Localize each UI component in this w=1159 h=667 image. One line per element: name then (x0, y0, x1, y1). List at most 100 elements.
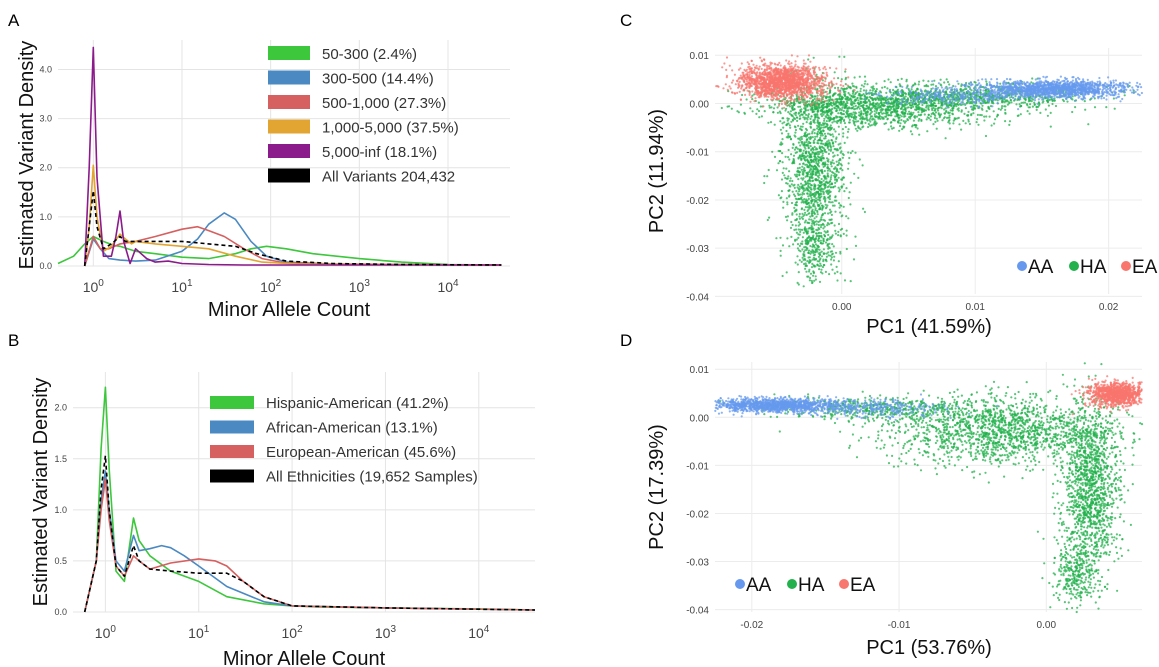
scatter-point-ha (801, 125, 804, 128)
scatter-point-aa (1099, 95, 1102, 98)
scatter-point-ha (786, 201, 789, 204)
legend-swatch (210, 445, 254, 458)
scatter-point-ha (931, 103, 934, 106)
y-tick-label: 2.0 (39, 163, 52, 173)
scatter-point-ha (886, 108, 889, 111)
scatter-point-ha (824, 203, 827, 206)
scatter-point-ha (788, 194, 791, 197)
scatter-point-ha (779, 249, 782, 252)
scatter-point-ha (822, 122, 826, 125)
legend-swatch (210, 469, 254, 483)
scatter-point-ha (937, 100, 940, 103)
scatter-point-ha (832, 186, 835, 189)
scatter-point-ha (814, 114, 817, 117)
scatter-point-aa (1119, 84, 1122, 87)
scatter-point-ha (778, 160, 782, 163)
scatter-point-ha (967, 118, 970, 121)
scatter-point-ha (834, 229, 837, 232)
scatter-point-ha (869, 117, 872, 120)
scatter-point-aa (1011, 96, 1014, 99)
scatter-point-ha (817, 108, 820, 111)
scatter-point-ha (828, 168, 831, 171)
scatter-point-aa (1014, 93, 1018, 96)
scatter-point-ha (801, 212, 804, 215)
scatter-point-ha (845, 87, 848, 90)
scatter-point-ha (827, 143, 830, 146)
scatter-point-aa (1080, 81, 1083, 85)
scatter-point-ha (828, 218, 831, 221)
scatter-point-ha (809, 173, 812, 176)
scatter-point-aa (1016, 80, 1019, 83)
scatter-point-ha (767, 168, 770, 172)
scatter-point-ha (794, 126, 797, 129)
scatter-point-ha (781, 244, 785, 247)
scatter-point-ha (968, 102, 971, 105)
scatter-point-aa (1105, 94, 1108, 97)
scatter-point-ha (1049, 125, 1052, 128)
scatter-point-ha (887, 128, 890, 131)
scatter-point-ha (838, 188, 841, 191)
scatter-point-ha (816, 119, 819, 122)
scatter-point-ha (802, 100, 805, 104)
scatter-point-ha (795, 173, 799, 176)
scatter-point-ha (857, 176, 860, 179)
scatter-point-ha (829, 169, 832, 173)
scatter-point-ha (839, 252, 842, 255)
scatter-point-ha (1024, 98, 1027, 101)
scatter-point-ha (839, 112, 842, 115)
scatter-point-ha (842, 90, 846, 93)
scatter-point-ha (948, 114, 951, 117)
scatter-point-ha (864, 107, 868, 110)
scatter-point-ha (796, 247, 800, 250)
scatter-point-ha (808, 279, 812, 282)
scatter-point-ha (818, 152, 821, 155)
scatter-point-ha (1044, 108, 1047, 111)
scatter-point-ha (757, 109, 761, 113)
scatter-point-ha (877, 99, 880, 102)
scatter-point-ha (772, 111, 775, 114)
scatter-point-ha (902, 120, 905, 123)
scatter-point-ha (831, 159, 834, 162)
scatter-point-ha (816, 163, 819, 166)
scatter-point-ha (798, 259, 801, 262)
scatter-point-ha (996, 113, 999, 116)
scatter-point-ha (794, 195, 797, 198)
y-tick-label: 0.5 (54, 556, 67, 566)
scatter-point-ha (848, 93, 851, 96)
scatter-point-ha (853, 102, 856, 105)
scatter-point-ha (936, 119, 939, 122)
scatter-point-ha (819, 142, 823, 145)
scatter-point-ha (848, 118, 851, 121)
scatter-point-ha (833, 255, 836, 258)
scatter-point-ha (877, 117, 880, 120)
scatter-point-ha (827, 152, 831, 155)
scatter-point-ha (827, 139, 830, 142)
scatter-point-ha (889, 81, 892, 84)
scatter-point-ha (847, 217, 850, 220)
scatter-point-ha (831, 142, 834, 145)
scatter-point-ha (818, 207, 822, 211)
scatter-point-aa (1097, 85, 1100, 88)
scatter-point-ha (870, 115, 874, 118)
scatter-point-ha (817, 125, 820, 129)
scatter-point-ha (825, 143, 828, 146)
scatter-point-ha (814, 116, 817, 119)
scatter-point-ha (861, 117, 864, 120)
scatter-point-ha (855, 86, 858, 89)
scatter-point-ha (816, 260, 819, 263)
scatter-point-ha (835, 265, 838, 268)
scatter-point-ha (808, 170, 811, 173)
scatter-point-ha (822, 192, 825, 196)
scatter-point-ha (830, 186, 833, 189)
scatter-point-ha (826, 239, 829, 242)
scatter-point-aa (1031, 92, 1034, 96)
scatter-point-ha (834, 185, 837, 188)
scatter-point-ha (794, 128, 798, 132)
scatter-point-ha (821, 105, 824, 108)
scatter-point-aa (976, 89, 979, 92)
scatter-point-ha (827, 191, 830, 195)
scatter-point-ha (842, 135, 845, 138)
scatter-point-ha (820, 216, 823, 219)
scatter-point-ha (829, 176, 833, 179)
scatter-point-aa (1112, 79, 1115, 82)
